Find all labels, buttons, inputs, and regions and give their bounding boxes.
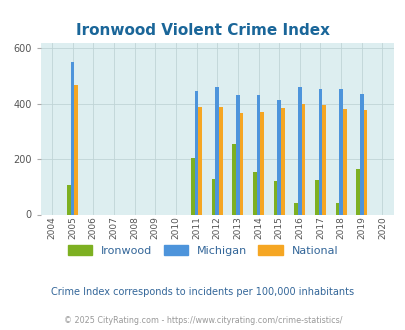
Bar <box>239 114 243 214</box>
Bar <box>301 104 305 214</box>
Bar <box>74 85 78 214</box>
Bar <box>322 105 325 214</box>
Bar <box>280 109 284 214</box>
Bar <box>190 158 194 214</box>
Bar <box>252 172 256 214</box>
Bar <box>235 95 239 214</box>
Bar <box>339 89 342 214</box>
Bar <box>273 181 277 214</box>
Bar <box>256 95 260 214</box>
Bar <box>194 91 198 214</box>
Bar <box>232 145 235 214</box>
Bar <box>355 169 359 214</box>
Legend: Ironwood, Michigan, National: Ironwood, Michigan, National <box>63 240 342 260</box>
Bar <box>67 185 70 214</box>
Bar <box>219 107 222 214</box>
Bar <box>215 87 219 214</box>
Text: © 2025 CityRating.com - https://www.cityrating.com/crime-statistics/: © 2025 CityRating.com - https://www.city… <box>64 315 341 325</box>
Bar <box>260 112 263 214</box>
Bar <box>211 179 215 214</box>
Bar <box>363 110 367 214</box>
Bar <box>70 62 74 215</box>
Bar <box>198 107 202 214</box>
Bar <box>359 93 363 214</box>
Bar <box>314 180 318 214</box>
Bar <box>277 100 280 214</box>
Bar <box>297 87 301 214</box>
Text: Crime Index corresponds to incidents per 100,000 inhabitants: Crime Index corresponds to incidents per… <box>51 287 354 297</box>
Bar <box>342 109 346 214</box>
Bar <box>318 89 322 214</box>
Text: Ironwood Violent Crime Index: Ironwood Violent Crime Index <box>76 23 329 38</box>
Bar <box>294 203 297 214</box>
Bar <box>335 203 339 214</box>
